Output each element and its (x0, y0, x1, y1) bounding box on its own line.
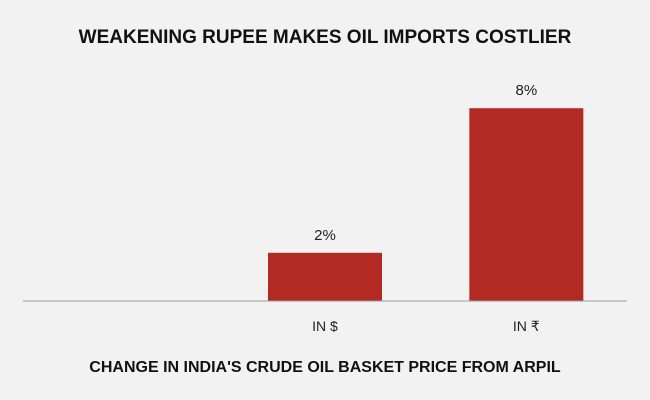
plot-area: 2% 8% (268, 82, 584, 301)
data-label-2: 2% (314, 227, 336, 244)
chart-title: WEAKENING RUPEE MAKES OIL IMPORTS COSTLI… (79, 27, 572, 48)
x-tick-labels: IN $ IN ₹ (312, 318, 540, 334)
chart-subtitle: CHANGE IN INDIA'S CRUDE OIL BASKET PRICE… (89, 359, 561, 376)
bar-2 (268, 252, 382, 301)
data-label-3: 8% (515, 82, 537, 99)
x-tick-label-3: IN ₹ (513, 318, 540, 334)
x-tick-label-2: IN $ (312, 318, 338, 334)
bar-3 (469, 108, 584, 301)
